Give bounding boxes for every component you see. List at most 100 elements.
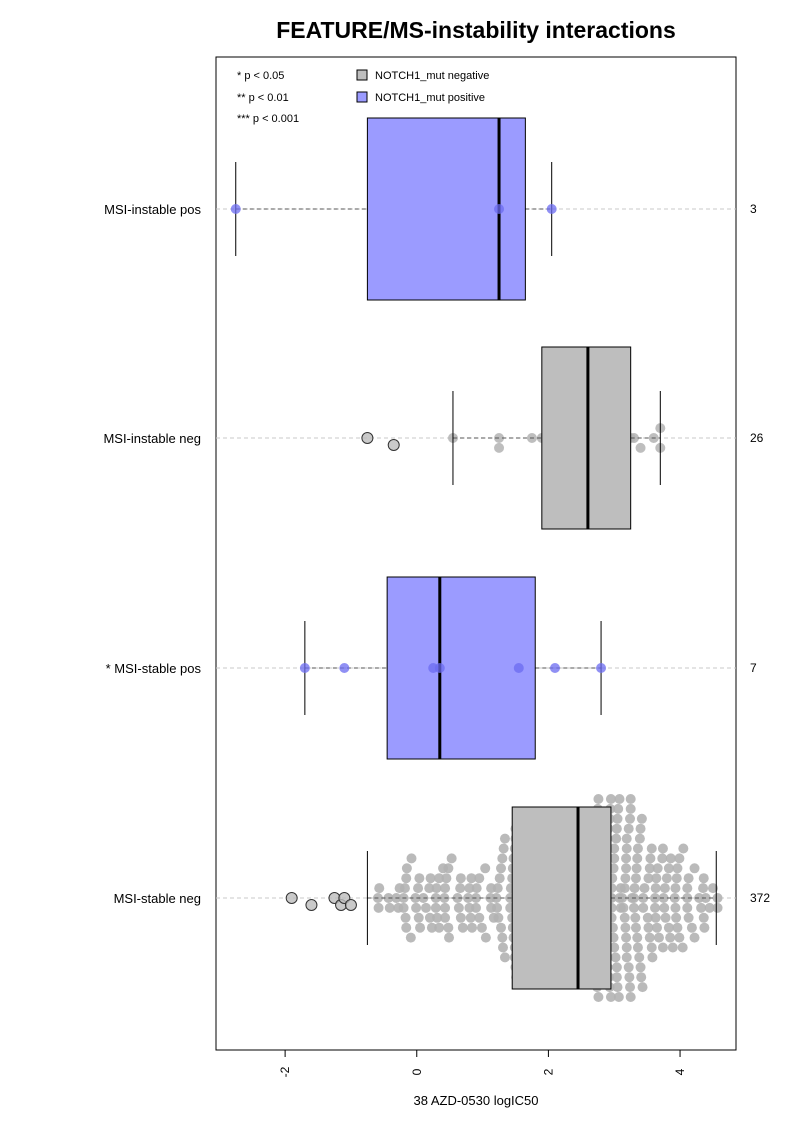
point-3-34 [434,922,445,933]
point-3-33 [434,873,445,884]
point-3-287 [629,883,640,894]
point-3-339 [671,912,682,923]
point-3-45 [452,893,463,903]
point-3-349 [682,883,693,894]
point-3-289 [630,873,641,884]
point-3-50 [457,922,468,933]
point-3-351 [683,873,694,884]
point-1-1 [494,433,505,443]
point-3-359 [698,873,709,884]
point-3-276 [623,962,634,973]
point-3-254 [611,972,622,983]
point-3-358 [698,912,709,923]
point-3-9 [398,902,409,913]
point-3-281 [625,803,636,814]
point-3-74 [496,922,507,933]
group-label-1: MSI-instable neg [103,431,201,446]
point-3-15 [405,932,416,943]
point-3-305 [639,883,650,894]
point-3-314 [647,952,658,963]
point-3-22 [415,922,426,933]
point-3-59 [471,883,482,894]
point-3-258 [613,992,624,1002]
point-3-32 [432,912,443,923]
point-3-264 [618,902,629,913]
point-3-286 [628,902,639,913]
point-3-247 [609,853,620,864]
legend-swatch-positive [356,91,368,103]
x-tick-label-1: 0 [410,1068,424,1075]
group-count-2: 7 [750,661,757,675]
point-3-70 [492,902,503,913]
group-count-1: 26 [750,431,764,445]
point-3-60 [474,912,485,923]
group-count-0: 3 [750,202,757,216]
point-3-250 [610,952,621,963]
point-3-77 [497,853,508,864]
point-3-335 [667,942,678,953]
point-3-294 [632,942,643,953]
point-3-18 [411,902,422,913]
point-3-324 [657,942,668,953]
legend-swatch-negative [356,69,368,81]
point-3-317 [650,883,661,894]
point-3-214 [593,992,604,1002]
legend-label-negative: NOTCH1_mut negative [375,70,489,82]
point-3-341 [672,922,683,933]
point-3-48 [455,912,466,923]
point-3-47 [455,883,466,894]
point-3-257 [613,803,624,814]
point-3-311 [645,853,656,864]
point-3-259 [614,794,625,804]
point-3-309 [644,863,655,874]
point-3-298 [635,962,646,973]
point-3-62 [476,922,487,933]
point-3-328 [659,883,670,894]
point-3-348 [682,902,693,913]
point-2-1 [339,663,350,673]
point-3-19 [413,883,424,894]
point-3-308 [643,922,654,933]
point-3-268 [620,922,631,933]
point-3-215 [593,794,604,804]
outlier-1-0 [361,432,374,444]
point-3-280 [625,982,636,993]
point-3-299 [635,823,646,834]
point-3-304 [638,902,649,913]
point-3-271 [621,853,632,864]
point-3-352 [686,922,697,933]
point-2-3 [434,663,445,673]
point-3-79 [498,843,509,854]
point-3-278 [624,972,635,983]
point-3-12 [401,873,412,884]
point-3-55 [466,873,477,884]
point-3-252 [611,962,622,973]
point-3-37 [440,902,451,913]
point-2-6 [596,663,607,673]
box-2 [386,576,536,760]
point-3-288 [630,912,641,923]
legend-label-positive: NOTCH1_mut positive [375,92,485,104]
point-3-318 [650,912,661,923]
point-3-49 [455,873,466,884]
sig-note-1: * p < 0.05 [237,70,284,82]
point-3-310 [644,932,655,943]
outlier-3-5 [344,899,357,911]
point-3-4 [384,902,395,913]
point-3-283 [625,794,636,804]
point-3-61 [474,873,485,884]
point-3-333 [665,932,676,943]
point-3-21 [414,873,425,884]
grid-layer [216,208,736,899]
point-3-365 [712,902,723,913]
point-3-344 [674,853,685,864]
point-0-1 [494,204,505,214]
point-3-251 [611,833,622,844]
point-3-275 [621,833,632,844]
point-3-40 [441,873,452,884]
point-3-327 [659,902,670,913]
point-3-16 [406,853,417,864]
point-3-364 [712,893,723,903]
point-3-64 [480,932,491,943]
